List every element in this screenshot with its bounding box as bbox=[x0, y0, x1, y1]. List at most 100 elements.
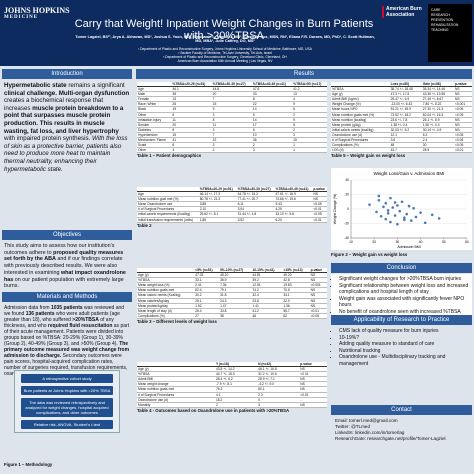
bullet: CMS lack of quality measure for burn inj… bbox=[339, 328, 472, 335]
point bbox=[375, 210, 378, 214]
objectives-text: This study aims to assess how our instit… bbox=[4, 243, 131, 290]
cell: 7 bbox=[211, 132, 252, 139]
cell: 3 bbox=[211, 127, 252, 133]
cell: 46 bbox=[251, 313, 283, 319]
cell: NS bbox=[299, 376, 327, 383]
cell: Scald bbox=[137, 142, 172, 149]
cell: 47.61 +/- 16.9 bbox=[274, 191, 313, 198]
cell: NS bbox=[309, 272, 327, 279]
point bbox=[396, 204, 399, 207]
cell: 11 bbox=[171, 117, 212, 123]
cell: NS bbox=[309, 277, 327, 284]
table-1: %TBSA=20-29 (n=51) %TBSA=30-39 (n=27) %TBS… bbox=[137, 82, 327, 158]
cell: 44.7 +/- 15.3 bbox=[214, 371, 258, 378]
header-cell: N (n=42) bbox=[257, 362, 300, 368]
cell: Mean protein (g/kg) bbox=[331, 122, 390, 128]
cell: 1.38 +/- 0.4 bbox=[389, 122, 422, 128]
cell: 23.6 +/- 7.8 bbox=[389, 117, 422, 123]
cell: 17 bbox=[251, 122, 293, 128]
row: Mean protein/kg/day 1.52 1.47 1.41 1.36 NS bbox=[137, 303, 327, 309]
cell: 33.1 bbox=[194, 277, 220, 284]
cell: 3 bbox=[257, 402, 300, 408]
cell: Mean nutrition goals met bbox=[137, 386, 215, 393]
row: Age (y) 43.8 +/- 14.2 46.1 +/- 16.8 NS bbox=[137, 366, 327, 373]
row: Mean nutrition goals met 82.4 79.1 74.2 70.5… bbox=[137, 287, 327, 294]
caption: Figure 2 – Weight gain vs weight loss bbox=[331, 252, 408, 257]
cell: 14 bbox=[251, 106, 293, 113]
cell: 30 bbox=[421, 142, 454, 149]
cell: 1.52 bbox=[194, 303, 220, 309]
row: Admit BMI 28.4 +/- 6.2 28.9 +/- 7.1 NS bbox=[137, 376, 327, 383]
cell: 42.8 bbox=[282, 277, 310, 284]
row: Mean protein (g/kg) 1.38 +/- 0.4 1.50 +/- … bbox=[331, 122, 472, 128]
cell: 73.52 +/- 18.2 bbox=[389, 112, 422, 118]
cell: 44.78 +/- 15.2 bbox=[236, 191, 275, 198]
cell: 1.41 bbox=[251, 303, 283, 309]
text-run: Admission data from bbox=[4, 305, 51, 311]
cell: Initial caloric requirements (Kcal/kg) bbox=[137, 211, 199, 218]
row: Initial transfusion requirements (units)… bbox=[137, 217, 327, 223]
cell: <0.05 bbox=[453, 112, 472, 118]
text-run: Multi-organ dysfunction bbox=[56, 89, 130, 97]
header-cell: p-value bbox=[309, 268, 327, 274]
cell: 33.10 +/- 5.6 bbox=[274, 211, 313, 218]
y-tick-label: 20 bbox=[345, 193, 349, 197]
cell: 47.3 +/- 17.8 bbox=[389, 91, 422, 98]
contact-line: LinkedIn: linkedin.com/in/tomerlag bbox=[335, 430, 405, 435]
cell: Mean hours NPO bbox=[331, 106, 390, 113]
cell: NS bbox=[453, 122, 472, 128]
row: %TBSA 38.74 +/- 18.48 35.34 +/- 14.46 NS bbox=[331, 86, 472, 93]
scatter-chart: Weight Loss/Gain v. Admission BMI Admissi… bbox=[331, 168, 472, 250]
bullet: Oxandrolone use - Multidisciplinary trac… bbox=[339, 354, 472, 367]
cell: 51.21 +/- 49.9 bbox=[389, 106, 422, 113]
table-body: Age (y) 47.03 45.10 44.81 49.20 NS %TBSA 33.1 36… bbox=[137, 272, 327, 319]
cell: 6.3 bbox=[421, 132, 454, 139]
text-run: required fluid resuscitation bbox=[47, 323, 113, 329]
cell: 48 bbox=[389, 142, 422, 149]
cell: 39.2 bbox=[251, 277, 283, 284]
text-run: Hypermetabolic state bbox=[4, 82, 67, 89]
affiliation: ² Sackler Faculty of Medicine, Tel-Aviv … bbox=[178, 51, 272, 55]
row: Mean nutrition (kcal/kg) 23.6 +/- 7.8 26.1… bbox=[331, 117, 472, 123]
point bbox=[384, 217, 388, 221]
caption: Table 5 – Weight gain vs weight loss bbox=[331, 153, 406, 159]
table-2: %TBSA=20-29 (n=51) %TBSA=30-39 (n=27) %TBS… bbox=[137, 187, 327, 228]
x-tick-label: 30 bbox=[396, 240, 400, 244]
cell: 47.03 bbox=[194, 272, 220, 279]
cell: 12.1 bbox=[389, 132, 422, 139]
cell: - bbox=[299, 397, 327, 403]
cell: Female bbox=[137, 96, 172, 103]
bullet: No benefit of oxandrolone seen with incr… bbox=[339, 309, 472, 316]
x-axis-label: Admission BMI bbox=[397, 245, 420, 249]
cell: 70.5 bbox=[282, 287, 310, 294]
cell: 41 bbox=[171, 137, 212, 144]
caption: Table 2 bbox=[137, 222, 152, 228]
cell: 3 bbox=[211, 112, 252, 118]
cell: NS bbox=[453, 117, 472, 123]
cell: <0.05 bbox=[312, 201, 327, 208]
row: Mean length of stay (d) 26.4 34.8 41.2 55.7 <… bbox=[137, 308, 327, 314]
row: Mean nutrition goals met 76.3 80.1 NS bbox=[137, 386, 327, 393]
row: Scald 6 3 2 1 bbox=[137, 142, 327, 149]
header-cell: %TBSA=30-39 (n=27) bbox=[211, 82, 252, 88]
text-run: who were adult patients (age greater tha… bbox=[4, 311, 120, 323]
point bbox=[403, 216, 406, 219]
cell: 26.1 +/- 6.9 bbox=[421, 117, 454, 123]
y-tick-label: -40 bbox=[344, 236, 349, 240]
point bbox=[405, 212, 408, 216]
cell: 7 bbox=[211, 96, 252, 103]
row: Initial caloric requirements (Kcal/kg) 29… bbox=[137, 211, 327, 218]
cell: Complications (%) bbox=[137, 313, 195, 319]
header-cell: p-value bbox=[299, 362, 327, 368]
affiliations: ¹ Department of Plastic and Reconstructi… bbox=[72, 47, 378, 63]
cell: 6 bbox=[171, 112, 212, 118]
cell: NS bbox=[299, 381, 327, 388]
cell: 18.2 bbox=[214, 397, 258, 403]
cell: 6 bbox=[171, 142, 212, 149]
cell: 43.8 +/- 14.2 bbox=[214, 366, 258, 373]
cell: 10 bbox=[251, 132, 293, 139]
contact-line: Email: tomerl.med@gmail.com bbox=[335, 418, 398, 423]
cell: LOS (d) bbox=[331, 147, 390, 154]
table: Y (n=18) N (n=42) p-value Age (y) 43.8 +/- 1… bbox=[137, 362, 327, 408]
